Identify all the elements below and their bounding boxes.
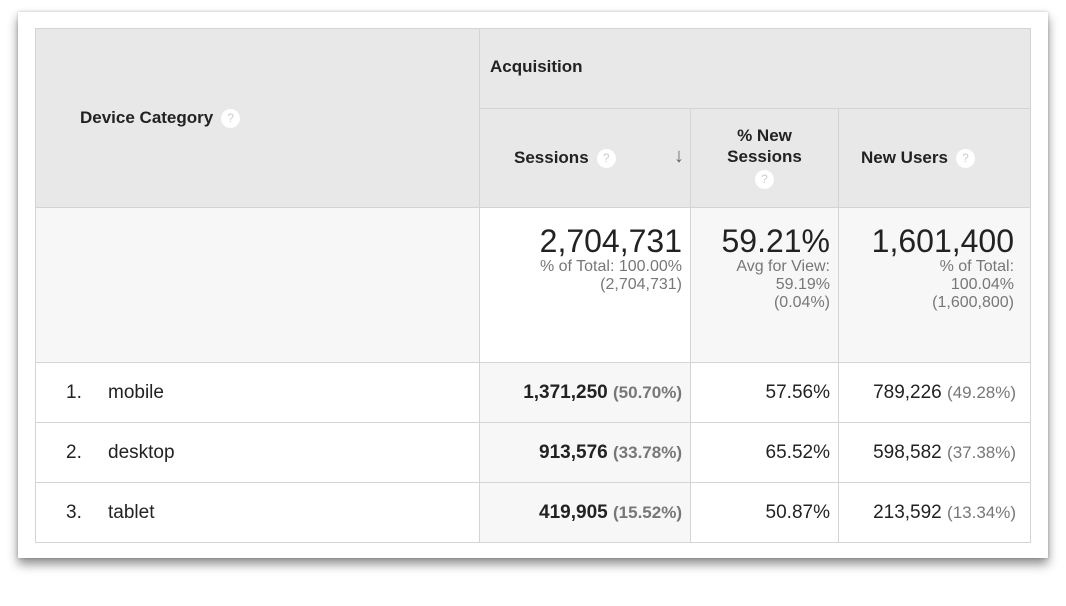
pct-new-sessions-cell: 57.56%	[690, 362, 839, 423]
total-sub: (0.04%)	[773, 294, 830, 311]
report-card: Device Category? Acquisition Sessions? ↓ …	[18, 12, 1048, 558]
pct-new-sessions-value: 57.56%	[765, 381, 830, 403]
sessions-value: 419,905	[539, 501, 608, 523]
total-sub: % of Total:	[939, 258, 1015, 275]
device-cell: 3. tablet	[35, 482, 480, 543]
new-users-pct: (13.34%)	[947, 502, 1017, 522]
total-pct-new-sessions: 59.21% Avg for View: 59.19% (0.04%)	[690, 207, 839, 363]
new-users-label: New Users	[861, 147, 948, 167]
total-sub: (2,704,731)	[600, 276, 682, 293]
new-users-cell: 598,582 (37.38%)	[837, 422, 1032, 483]
sessions-pct: (33.78%)	[613, 442, 682, 462]
pct-new-sessions-label: % New Sessions	[727, 126, 802, 166]
new-users-value: 213,592	[873, 501, 942, 523]
table-row: 1. mobile 1,371,250 (50.70%) 57.56% 789,2…	[35, 362, 1032, 423]
total-value: 1,601,400	[871, 223, 1015, 259]
new-users-pct: (49.28%)	[947, 382, 1017, 402]
device-link[interactable]: desktop	[108, 441, 175, 463]
pct-new-sessions-header[interactable]: % New Sessions?	[690, 108, 839, 208]
pct-new-sessions-cell: 65.52%	[690, 422, 839, 483]
sessions-cell: 1,371,250 (50.70%)	[479, 362, 691, 423]
total-value: 2,704,731	[539, 223, 682, 259]
new-users-value: 789,226	[873, 381, 942, 403]
total-sub: % of Total: 100.00%	[539, 258, 682, 275]
acquisition-label: Acquisition	[490, 56, 583, 76]
device-category-table: Device Category? Acquisition Sessions? ↓ …	[35, 28, 1032, 543]
sessions-cell: 419,905 (15.52%)	[479, 482, 691, 543]
table-row: 2. desktop 913,576 (33.78%) 65.52% 598,58…	[35, 422, 1032, 483]
new-users-header[interactable]: New Users?	[837, 108, 1032, 208]
table-row: 3. tablet 419,905 (15.52%) 50.87% 213,592…	[35, 482, 1032, 543]
sessions-pct: (15.52%)	[613, 502, 682, 522]
sessions-cell: 913,576 (33.78%)	[479, 422, 691, 483]
device-link[interactable]: tablet	[108, 501, 155, 523]
totals-label-cell	[35, 207, 480, 363]
device-cell: 1. mobile	[35, 362, 480, 423]
new-users-cell: 213,592 (13.34%)	[837, 482, 1032, 543]
device-cell: 2. desktop	[35, 422, 480, 483]
device-category-label: Device Category	[80, 107, 214, 127]
sort-descending-icon[interactable]: ↓	[674, 145, 684, 167]
row-index: 3.	[66, 501, 82, 523]
row-index: 1.	[66, 381, 82, 403]
pct-new-sessions-cell: 50.87%	[690, 482, 839, 543]
acquisition-header: Acquisition	[478, 28, 1032, 109]
total-value: 59.21%	[721, 223, 830, 259]
total-sessions: 2,704,731% of Total: 100.00% (2,704,731)	[479, 207, 691, 363]
sessions-value: 1,371,250	[523, 381, 608, 403]
total-new-users: 1,601,400% of Total: 100.04% (1,600,800)	[837, 207, 1032, 363]
sessions-header[interactable]: Sessions? ↓	[479, 108, 691, 208]
help-icon[interactable]: ?	[955, 149, 975, 168]
pct-new-sessions-value: 50.87%	[765, 501, 830, 523]
new-users-cell: 789,226 (49.28%)	[837, 362, 1032, 423]
new-users-value: 598,582	[873, 441, 942, 463]
totals-row: 2,704,731% of Total: 100.00% (2,704,731) …	[35, 207, 1032, 363]
help-icon[interactable]: ?	[755, 170, 774, 190]
total-sub: (1,600,800)	[932, 294, 1015, 311]
sessions-value: 913,576	[539, 441, 608, 463]
new-users-pct: (37.38%)	[947, 442, 1017, 462]
device-link[interactable]: mobile	[108, 381, 164, 403]
row-index: 2.	[66, 441, 82, 463]
total-sub: 100.04%	[950, 276, 1015, 293]
help-icon[interactable]: ?	[221, 109, 241, 128]
sessions-label: Sessions	[514, 147, 589, 167]
pct-new-sessions-value: 65.52%	[765, 441, 830, 463]
total-sub: 59.19%	[775, 276, 830, 293]
help-icon[interactable]: ?	[596, 149, 616, 168]
total-sub: Avg for View:	[736, 258, 830, 275]
sessions-pct: (50.70%)	[613, 382, 682, 402]
device-category-header[interactable]: Device Category?	[35, 28, 480, 208]
